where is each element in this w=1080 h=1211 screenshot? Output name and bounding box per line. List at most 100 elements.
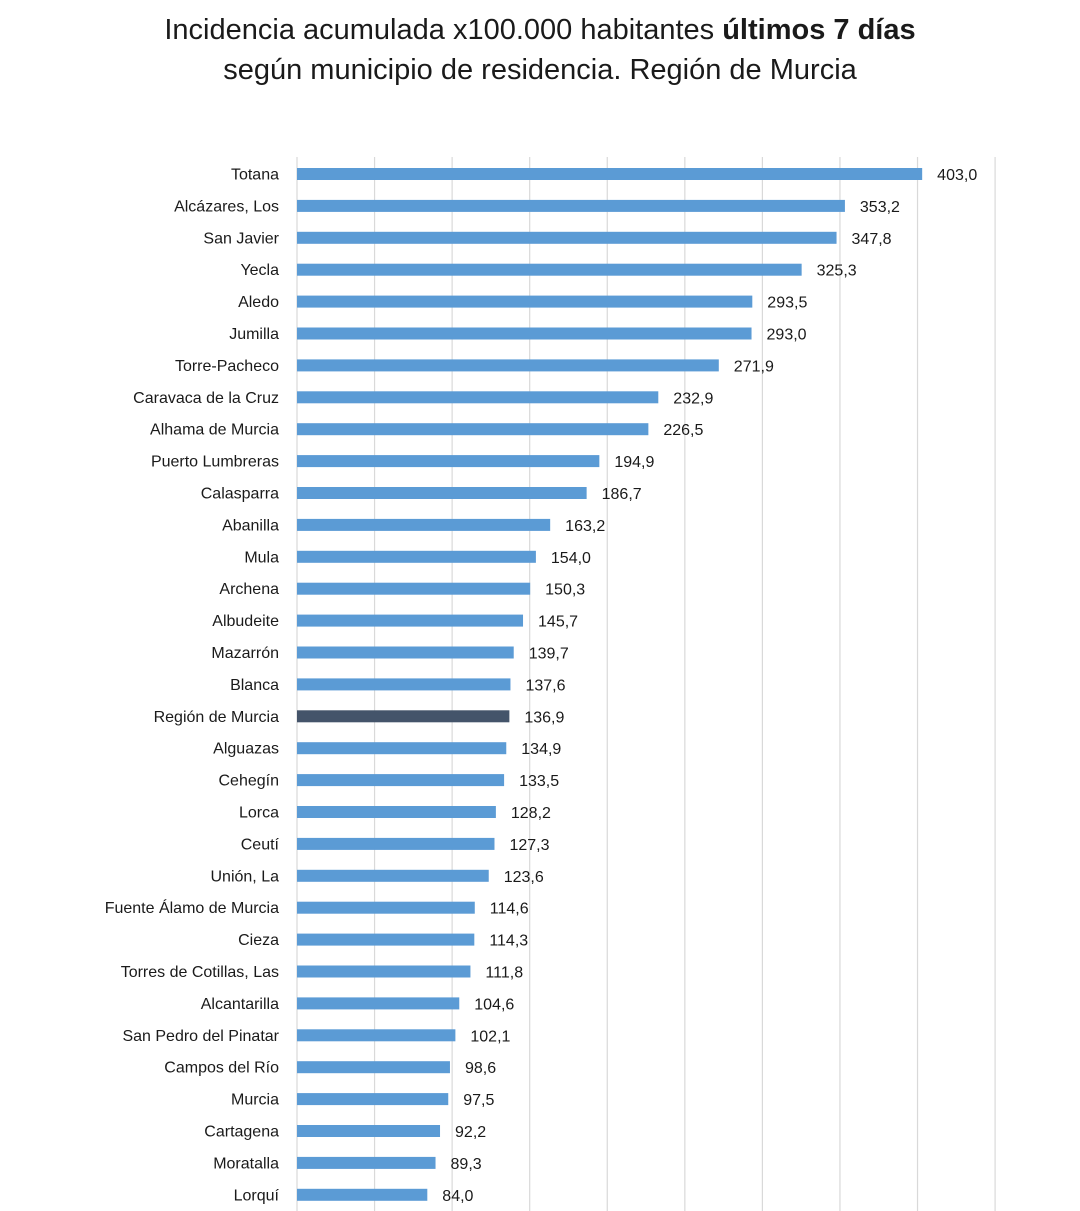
value-label: 97,5 [463, 1092, 494, 1109]
bar [297, 1093, 449, 1106]
category-label: Archena [219, 581, 279, 598]
value-label: 186,7 [602, 486, 642, 503]
chart-title-prefix: Incidencia acumulada x100.000 habitantes [164, 14, 723, 46]
category-label: Región de Murcia [154, 709, 280, 726]
bar [297, 1029, 456, 1042]
value-label: 134,9 [521, 741, 561, 758]
bar [297, 710, 510, 723]
category-label: Blanca [230, 677, 279, 694]
category-label: Mazarrón [211, 645, 279, 662]
category-label: Cehegín [219, 773, 280, 790]
bar [297, 1188, 428, 1201]
value-label: 226,5 [663, 422, 703, 439]
bar [297, 646, 514, 659]
category-label: Abanilla [222, 517, 279, 534]
bar [297, 391, 659, 404]
category-label: Calasparra [201, 486, 279, 503]
bar [297, 199, 845, 212]
category-label: Cieza [238, 932, 279, 949]
category-label: Aledo [238, 294, 279, 311]
category-label: Moratalla [213, 1155, 279, 1172]
bar [297, 1125, 441, 1137]
category-label: San Pedro del Pinatar [122, 1028, 279, 1045]
category-label: Torres de Cotillas, Las [121, 964, 279, 981]
value-label: 127,3 [509, 837, 549, 854]
value-label: 139,7 [529, 646, 569, 663]
category-label: Mula [244, 549, 279, 566]
value-label: 163,2 [565, 518, 605, 535]
value-label: 150,3 [545, 582, 585, 599]
bar [297, 997, 460, 1010]
category-label: Jumilla [229, 326, 279, 343]
bar [297, 837, 495, 850]
category-label: Albudeite [212, 613, 279, 630]
bar [297, 359, 719, 372]
value-label: 154,0 [551, 550, 591, 567]
value-label: 123,6 [504, 869, 544, 886]
value-label: 232,9 [673, 390, 713, 407]
category-label: Caravaca de la Cruz [133, 390, 279, 407]
bar [297, 550, 536, 563]
bar [297, 1061, 450, 1074]
bar [297, 423, 649, 436]
category-label: Alcázares, Los [174, 198, 279, 215]
value-label: 84,0 [442, 1188, 473, 1205]
category-label: Cartagena [204, 1124, 279, 1141]
value-label: 145,7 [538, 614, 578, 631]
category-label: Totana [231, 167, 279, 184]
value-label: 102,1 [470, 1028, 510, 1045]
bar [297, 168, 923, 180]
category-label: Ceutí [241, 836, 280, 853]
bar [297, 806, 496, 818]
bar [297, 1156, 436, 1169]
value-label: 92,2 [455, 1124, 486, 1141]
value-label: 347,8 [852, 231, 892, 248]
category-label: Alcantarilla [201, 996, 279, 1013]
value-label: 293,0 [767, 327, 807, 344]
category-label: Alguazas [213, 741, 279, 758]
bar [297, 455, 600, 468]
value-label: 353,2 [860, 199, 900, 216]
value-label: 293,5 [767, 295, 807, 312]
bar [297, 295, 753, 308]
category-label: Fuente Álamo de Murcia [105, 898, 279, 917]
category-label: Torre-Pacheco [175, 358, 279, 375]
value-label: 137,6 [525, 677, 565, 694]
value-label: 403,0 [937, 167, 977, 184]
bar [297, 231, 837, 244]
category-label: Alhama de Murcia [150, 422, 279, 439]
bar [297, 327, 752, 340]
chart-title-line1: Incidencia acumulada x100.000 habitantes… [0, 10, 1080, 50]
value-label: 133,5 [519, 773, 559, 790]
value-label: 111,8 [485, 965, 523, 982]
chart-title-line2: según municipio de residencia. Región de… [223, 54, 857, 86]
category-label: Lorquí [234, 1187, 280, 1204]
category-label: Yecla [240, 262, 279, 279]
value-label: 98,6 [465, 1060, 496, 1077]
bar [297, 774, 505, 787]
chart-title-bold: últimos 7 días [722, 14, 916, 46]
bar [297, 582, 531, 595]
value-label: 114,6 [490, 901, 529, 918]
category-label: Murcia [231, 1092, 279, 1109]
category-label: San Javier [203, 230, 279, 247]
value-label: 194,9 [614, 454, 654, 471]
value-label: 104,6 [474, 996, 514, 1013]
category-label: Unión, La [211, 868, 280, 885]
value-label: 271,9 [734, 358, 774, 375]
bar [297, 965, 471, 978]
bar [297, 869, 489, 882]
value-label: 128,2 [511, 805, 551, 822]
bar [297, 614, 524, 627]
category-label: Puerto Lumbreras [151, 454, 279, 471]
bar [297, 487, 587, 499]
value-label: 325,3 [817, 263, 857, 280]
bar [297, 742, 507, 755]
chart-title: Incidencia acumulada x100.000 habitantes… [0, 10, 1080, 90]
value-label: 114,3 [489, 933, 528, 950]
value-label: 136,9 [524, 709, 564, 726]
bar [297, 518, 551, 531]
category-label: Campos del Río [164, 1060, 279, 1077]
bar [297, 263, 802, 276]
